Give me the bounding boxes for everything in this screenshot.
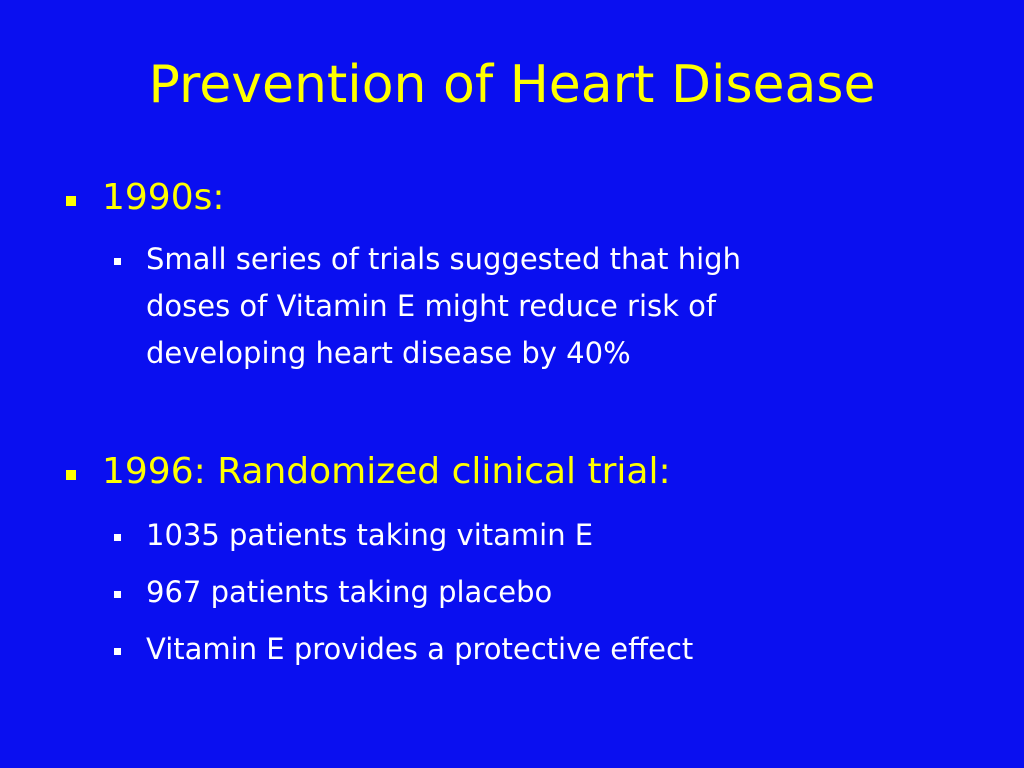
- bullet-text: 1990s:: [102, 177, 225, 218]
- sub-bullet-line: Small series of trials suggested that hi…: [146, 242, 741, 276]
- sub-bullet-line: doses of Vitamin E might reduce risk of: [146, 289, 717, 323]
- sub-bullet-marker-icon: [114, 591, 121, 598]
- sub-bullet-text: 1035 patients taking vitamin E: [146, 512, 593, 559]
- sub-bullet-line: 967 patients taking placebo: [146, 575, 553, 609]
- sub-bullet-text: Small series of trials suggested that hi…: [146, 236, 741, 377]
- slide-title: Prevention of Heart Disease: [148, 55, 876, 115]
- bullet-marker-icon: [66, 196, 76, 206]
- sub-bullet-text: Vitamin E provides a protective effect: [146, 626, 693, 673]
- sub-bullet-marker-icon: [114, 258, 121, 265]
- sub-bullet-marker-icon: [114, 534, 121, 541]
- sub-bullet-text: 967 patients taking placebo: [146, 569, 552, 616]
- sub-bullet-line: Vitamin E provides a protective effect: [146, 632, 694, 666]
- sub-bullet-line: developing heart disease by 40%: [146, 336, 631, 370]
- bullet-text: 1996: Randomized clinical trial:: [102, 451, 671, 492]
- sub-bullet-line: 1035 patients taking vitamin E: [146, 518, 594, 552]
- sub-bullet-marker-icon: [114, 648, 121, 655]
- bullet-marker-icon: [66, 470, 76, 480]
